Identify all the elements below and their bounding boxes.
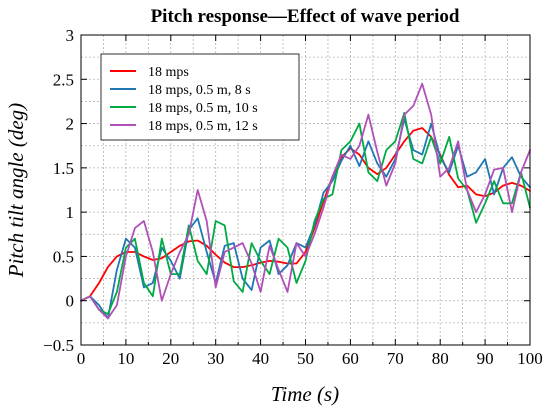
x-tick-label: 20: [162, 349, 179, 368]
axis-ticks: [80, 34, 531, 346]
legend-label-3: 18 mps, 0.5 m, 10 s: [148, 101, 258, 116]
series-line-1: [80, 127, 531, 302]
x-tick-labels: 0 10 20 30 40 50 60 70 80 90 100: [77, 349, 543, 368]
chart-title: Pitch response—Effect of wave period: [151, 6, 460, 27]
y-tick-labels: −0.5 0 0.5 1 1.5 2 2.5 3: [43, 26, 74, 355]
x-tick-label: 100: [517, 349, 543, 368]
legend-label-1: 18 mps: [148, 65, 189, 80]
x-tick-label: 70: [387, 349, 404, 368]
legend-label-2: 18 mps, 0.5 m, 8 s: [148, 83, 251, 98]
y-tick-label: 0.5: [53, 247, 74, 266]
y-axis-label: Pitch tilt angle (deg): [4, 103, 28, 278]
y-tick-label: 3: [66, 26, 75, 45]
y-tick-label: 2.5: [53, 70, 74, 89]
legend-label-4: 18 mps, 0.5 m, 12 s: [148, 119, 258, 134]
x-tick-label: 30: [207, 349, 224, 368]
y-tick-label: 2: [66, 115, 75, 134]
x-tick-label: 40: [252, 349, 269, 368]
y-tick-label: 1: [66, 203, 75, 222]
x-tick-label: 80: [432, 349, 449, 368]
x-axis-label: Time (s): [271, 382, 339, 406]
x-tick-label: 10: [117, 349, 134, 368]
legend: 18 mps 18 mps, 0.5 m, 8 s 18 mps, 0.5 m, 1…: [100, 53, 300, 141]
grid: [80, 34, 531, 346]
series-lines: [80, 82, 531, 320]
x-tick-label: 60: [342, 349, 359, 368]
y-tick-label: 1.5: [53, 159, 74, 178]
y-tick-label: −0.5: [43, 336, 74, 355]
series-line-4: [80, 82, 531, 320]
series-line-3: [80, 112, 531, 315]
x-tick-label: 0: [77, 349, 86, 368]
x-tick-label: 50: [297, 349, 314, 368]
x-tick-label: 90: [477, 349, 494, 368]
y-tick-label: 0: [66, 292, 75, 311]
